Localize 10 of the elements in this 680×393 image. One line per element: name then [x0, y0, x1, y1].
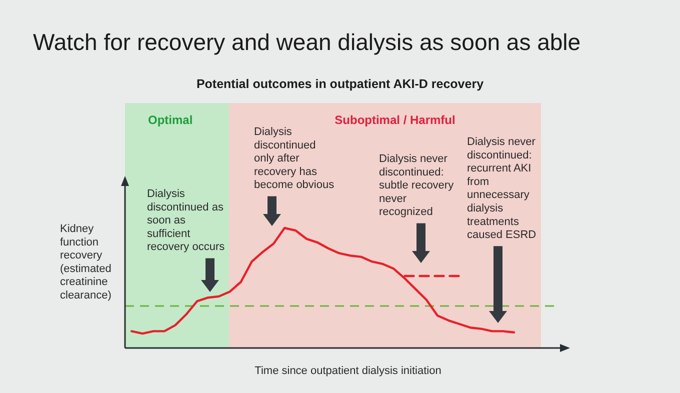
- annotation: Dialysis never discontinued: recurrent AKI from unnecessary dialysis treatments caused ESRD: [467, 136, 536, 242]
- text: Dialysis never discontinued: subtle recovery never recognized: [379, 153, 454, 218]
- text: Optimal: [148, 113, 193, 127]
- x-axis-title: Time since outpatient dialysis initiation: [254, 365, 442, 377]
- chart-title: Watch for recovery and wean dialysis as soon as able: [33, 29, 581, 55]
- y-axis-title: Kidney function recovery (estimated creatinine clearance): [60, 223, 112, 302]
- text: Suboptimal / Harmful: [334, 113, 456, 127]
- chart-subtitle: Potential outcomes in outpatient AKI-D recovery: [196, 77, 484, 91]
- annotation: Dialysis discontinued as soon as sufficient recovery occurs: [147, 188, 226, 254]
- text: Dialysis discontinued only after recovery has become obvious: [254, 126, 335, 192]
